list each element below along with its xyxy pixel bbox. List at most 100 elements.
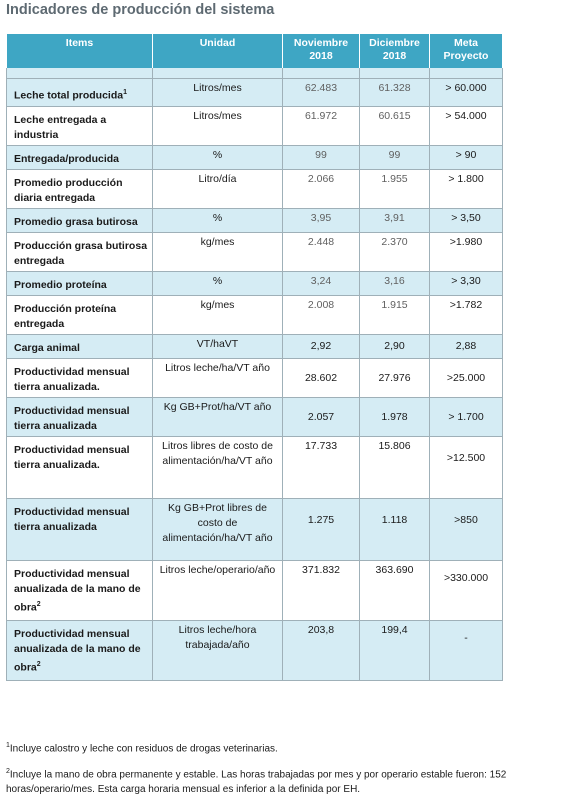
diciembre-cell: 1.915 [359,295,430,335]
noviembre-cell: 2.008 [282,295,360,335]
meta-cell: > 1.800 [429,169,503,209]
item-cell: Productividad mensual tierra anualizada [6,498,153,561]
header-diciembre: Diciembre 2018 [359,33,430,68]
noviembre-cell: 2.057 [282,397,360,437]
diciembre-cell: 363.690 [359,560,430,621]
table-row: Productividad mensual tierra anualizada K… [6,397,503,437]
unit-cell: Kg GB+Prot/ha/VT año [152,397,283,437]
item-label: Promedio grasa butirosa [14,216,138,228]
diciembre-cell: 2.370 [359,232,430,272]
item-label: Productividad mensual anualizada de la m… [14,628,141,674]
item-cell: Producción proteína entregada [6,295,153,335]
noviembre-cell: 203,8 [282,620,360,681]
footnote-marker: 1 [123,89,128,96]
item-label: Producción proteína entregada [14,303,117,330]
meta-cell: > 3,30 [429,271,503,296]
unit-cell: Litros leche/operario/año [152,560,283,621]
noviembre-cell: 28.602 [282,358,360,398]
unit-cell: % [152,208,283,233]
spacer-cell [429,68,503,79]
diciembre-cell: 199,4 [359,620,430,681]
diciembre-cell: 99 [359,145,430,170]
item-cell: Productividad mensual tierra anualizada. [6,358,153,398]
unit-cell: Litro/día [152,169,283,209]
meta-cell: > 3,50 [429,208,503,233]
item-label: Leche entregada a industria [14,114,107,141]
item-label: Productividad mensual tierra anualizada [14,405,130,432]
noviembre-cell: 2,92 [282,334,360,359]
production-indicators-table: Items Unidad Noviembre 2018 Diciembre 20… [6,33,503,681]
diciembre-cell: 1.118 [359,498,430,561]
meta-cell: >25.000 [429,358,503,398]
unit-cell: % [152,271,283,296]
unit-cell: Kg GB+Prot libres de costo de alimentaci… [152,498,283,561]
meta-cell: > 54.000 [429,106,503,146]
item-cell: Entregada/producida [6,145,153,170]
diciembre-cell: 3,16 [359,271,430,296]
unit-cell: % [152,145,283,170]
spacer-cell [282,68,360,79]
table-row: Producción proteína entregada kg/mes 2.008… [6,295,503,335]
item-label: Entregada/producida [14,153,120,165]
item-label: Productividad mensual tierra anualizada. [14,444,130,471]
footnote-2-mark: 2 [6,768,10,775]
meta-cell: >330.000 [429,560,503,621]
noviembre-cell: 62.483 [282,78,360,107]
noviembre-cell: 371.832 [282,560,360,621]
diciembre-cell: 1.955 [359,169,430,209]
header-noviembre: Noviembre 2018 [282,33,360,68]
diciembre-cell: 2,90 [359,334,430,359]
noviembre-cell: 17.733 [282,436,360,499]
diciembre-cell: 3,91 [359,208,430,233]
noviembre-cell: 1.275 [282,498,360,561]
table-row: Productividad mensual tierra anualizada.… [6,436,503,499]
spacer-cell [6,68,153,79]
table-row: Leche entregada a industria Litros/mes 61.… [6,106,503,146]
table-row: Promedio proteína% 3,24 3,16 > 3,30 [6,271,503,296]
item-label: Carga animal [14,342,80,354]
item-label: Productividad mensual tierra anualizada. [14,366,130,393]
table-header-row: Items Unidad Noviembre 2018 Diciembre 20… [6,33,503,68]
unit-cell: Litros/mes [152,106,283,146]
unit-cell: Litros leche/ha/VT año [152,358,283,398]
item-cell: Carga animal [6,334,153,359]
noviembre-cell: 2.066 [282,169,360,209]
diciembre-cell: 27.976 [359,358,430,398]
meta-cell: > 60.000 [429,78,503,107]
table-row: Productividad mensual tierra anualizada K… [6,498,503,561]
table-row: Productividad mensual anualizada de la m… [6,560,503,621]
noviembre-cell: 61.972 [282,106,360,146]
meta-cell: >850 [429,498,503,561]
item-cell: Leche entregada a industria [6,106,153,146]
noviembre-cell: 3,24 [282,271,360,296]
item-label: Promedio producción diaria entregada [14,177,123,204]
item-label: Productividad mensual anualizada de la m… [14,568,141,614]
unit-cell: kg/mes [152,295,283,335]
item-cell: Productividad mensual tierra anualizada. [6,436,153,499]
footnote-1-mark: 1 [6,742,10,749]
table-row: Productividad mensual anualizada de la m… [6,620,503,681]
meta-cell: 2,88 [429,334,503,359]
unit-cell: Litros/mes [152,78,283,107]
spacer-cell [152,68,283,79]
unit-cell: kg/mes [152,232,283,272]
item-cell: Producción grasa butirosa entregada [6,232,153,272]
footnote-1-text: Incluye calostro y leche con residuos de… [9,743,278,755]
item-cell: Productividad mensual anualizada de la m… [6,620,153,681]
item-cell: Leche total producida1 [6,78,153,107]
unit-cell: Litros libres de costo de alimentación/h… [152,436,283,499]
item-label: Productividad mensual tierra anualizada [14,506,130,533]
diciembre-cell: 1.978 [359,397,430,437]
diciembre-cell: 61.328 [359,78,430,107]
unit-cell: VT/haVT [152,334,283,359]
meta-cell: >1.782 [429,295,503,335]
diciembre-cell: 60.615 [359,106,430,146]
unit-cell: Litros leche/hora trabajada/año [152,620,283,681]
noviembre-cell: 2.448 [282,232,360,272]
meta-cell: >1.980 [429,232,503,272]
footnote-2: 2Incluye la mano de obra permanente y es… [6,764,558,797]
meta-cell: >12.500 [429,436,503,499]
header-unidad: Unidad [152,33,283,68]
meta-cell: > 1.700 [429,397,503,437]
item-cell: Productividad mensual anualizada de la m… [6,560,153,621]
